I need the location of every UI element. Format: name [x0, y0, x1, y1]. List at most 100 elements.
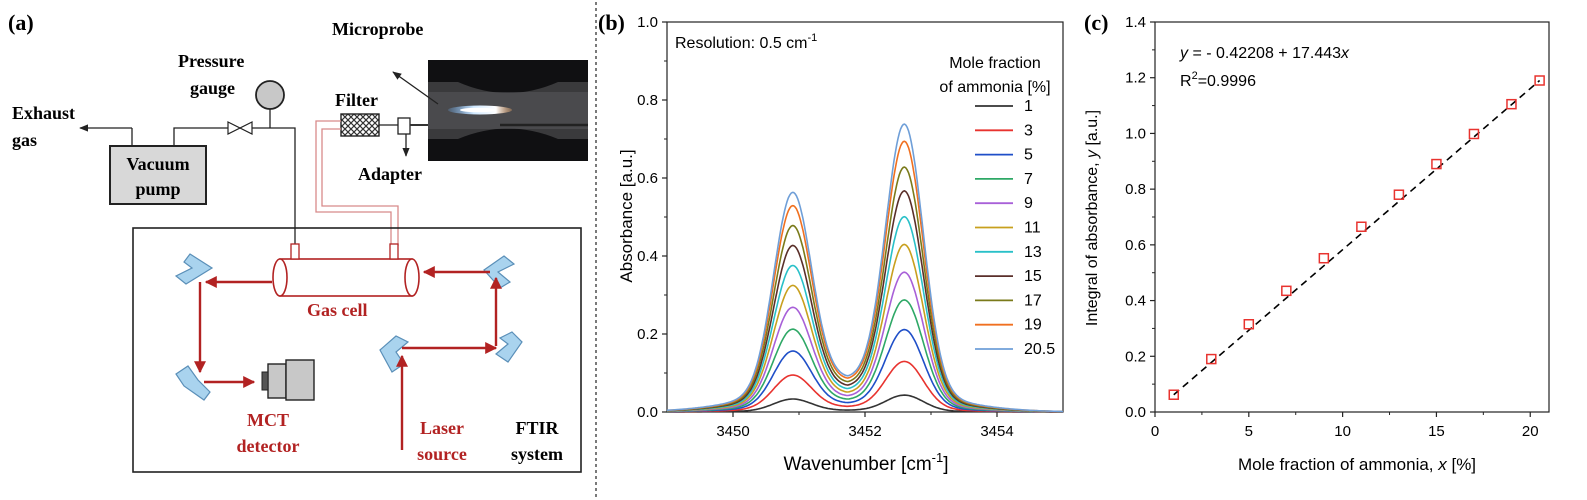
- panel-a-label: (a): [8, 10, 34, 35]
- mct-detector-icon: [261, 359, 315, 401]
- panel-c-ytick-label: 1.2: [1125, 70, 1146, 87]
- microprobe-label: Microprobe: [332, 19, 423, 39]
- legend-title-line1: Mole fraction: [949, 55, 1041, 72]
- data-point: [1506, 98, 1517, 110]
- data-point: [1468, 128, 1480, 140]
- panel-b-ytick-label: 0.8: [637, 92, 658, 109]
- filter-icon: [340, 113, 380, 137]
- legend-title-line2: of ammonia [%]: [939, 79, 1050, 96]
- panel-c-plot: [1168, 75, 1545, 400]
- legend-label-5: 5: [1024, 147, 1033, 164]
- tube-line-inner: [321, 128, 399, 246]
- mirror-top-right: [483, 255, 516, 289]
- legend-label-7: 7: [1024, 171, 1033, 188]
- panel-b-ytick-label: 0.6: [637, 170, 658, 187]
- panel-b-curves: [666, 123, 1064, 413]
- spectrum-line-20-5: [666, 123, 1064, 413]
- panel-b-ytick-label: 0.0: [637, 404, 658, 421]
- fit-line: [1173, 79, 1541, 396]
- exhaust-label-line2: gas: [12, 130, 37, 150]
- vacuum-pump-label-line1: Vacuum: [126, 154, 189, 174]
- panel-c-xlabel: Mole fraction of ammonia, x [%]: [1238, 455, 1476, 474]
- panel-c-ytick-label: 1.0: [1125, 125, 1146, 142]
- legend-label-15: 15: [1024, 268, 1042, 285]
- panel-c: (c) 0.0 0.2 0.4 0.6 0.8 1.0 1.2 1.4 0 5 10 15 20 y =…: [1084, 10, 1550, 474]
- legend-label-19: 19: [1024, 317, 1042, 334]
- panel-c-ytick-label: 0.4: [1125, 293, 1146, 310]
- panel-c-label: (c): [1084, 10, 1108, 35]
- panel-b-ytick-label: 0.2: [637, 326, 658, 343]
- legend-label-20-5: 20.5: [1024, 341, 1055, 358]
- laser-label-line1: Laser: [420, 418, 464, 438]
- beam-path: [194, 266, 502, 450]
- panel-c-xtick-label: 15: [1428, 423, 1445, 440]
- pump-pipe: [173, 127, 228, 146]
- panel-c-ylabel: Integral of absorbance, y [a.u.]: [1084, 110, 1101, 326]
- legend-label-9: 9: [1024, 195, 1033, 212]
- legend-label-17: 17: [1024, 292, 1042, 309]
- tube-line-outer: [315, 120, 392, 246]
- panel-c-ytick-label: 0.8: [1125, 181, 1146, 198]
- filter-label: Filter: [335, 90, 378, 110]
- data-point: [1431, 158, 1442, 170]
- panel-c-ytick-label: 0.6: [1125, 237, 1146, 254]
- panel-c-ytick-label: 1.4: [1125, 14, 1146, 31]
- panel-b-xtick-label: 3450: [716, 423, 749, 440]
- panel-c-ytick-label: 0.0: [1125, 404, 1146, 421]
- panel-c-xtick-label: 5: [1245, 423, 1253, 440]
- data-point: [1318, 252, 1330, 264]
- cell-pipe: [252, 127, 296, 244]
- mirror-mid-right: [494, 331, 523, 363]
- panel-b-axes: 0.0 0.2 0.4 0.6 0.8 1.0 3450 3452 3454: [637, 14, 1064, 440]
- panel-b-ytick-label: 1.0: [637, 14, 658, 31]
- panel-b-xlabel: Wavenumber [cm-1]: [783, 450, 948, 475]
- spectrum-line-13: [667, 215, 1064, 413]
- adapter-label: Adapter: [358, 164, 422, 184]
- panel-b-ylabel: Absorbance [a.u.]: [617, 149, 636, 282]
- pressure-gauge-label-line2: gauge: [190, 78, 235, 98]
- pressure-gauge-icon: [255, 80, 285, 110]
- data-point: [1356, 221, 1367, 232]
- data-point: [1534, 75, 1545, 86]
- ftir-label-line2: system: [511, 444, 563, 464]
- laser-label-line2: source: [417, 444, 467, 464]
- panel-c-ytick-label: 0.2: [1125, 348, 1146, 365]
- fit-r2: R2=0.9996: [1180, 70, 1256, 90]
- mct-label-line2: detector: [237, 436, 300, 456]
- microprobe-arrow: [392, 71, 439, 105]
- ftir-label-line1: FTIR: [515, 418, 559, 438]
- panel-c-xtick-label: 0: [1151, 423, 1159, 440]
- panel-c-xtick-label: 20: [1522, 423, 1539, 440]
- panel-b-label: (b): [598, 10, 625, 35]
- exhaust-label-line1: Exhaust: [12, 103, 75, 123]
- ftir-enclosure: [132, 227, 582, 473]
- gas-cell-icon: [272, 243, 420, 297]
- data-point: [1281, 285, 1292, 297]
- panel-a: (a) Exhaust gas Vacuum pump Pressure gau…: [8, 10, 588, 473]
- valve-icon: [227, 121, 253, 135]
- microprobe-photo: [428, 60, 588, 161]
- mirror-mid-left: [379, 335, 410, 373]
- gas-cell-label: Gas cell: [307, 300, 368, 320]
- data-point: [1243, 319, 1255, 330]
- mct-label-line1: MCT: [247, 410, 289, 430]
- resolution-label: Resolution: 0.5 cm-1: [675, 32, 817, 52]
- spectrum-line-11: [666, 243, 1063, 413]
- panel-c-axes: 0.0 0.2 0.4 0.6 0.8 1.0 1.2 1.4 0 5 10 15 20: [1125, 14, 1550, 440]
- fit-equation: y = - 0.42208 + 17.443x: [1179, 45, 1350, 62]
- vacuum-pump-box: [109, 145, 207, 205]
- legend-label-11: 11: [1024, 220, 1041, 237]
- data-point: [1168, 389, 1180, 400]
- mirror-top-left: [174, 253, 214, 285]
- adapter-icon: [397, 117, 411, 135]
- legend-label-13: 13: [1024, 244, 1042, 261]
- pressure-gauge-label-line1: Pressure: [178, 51, 244, 71]
- panel-b-ytick-label: 0.4: [637, 248, 658, 265]
- data-point: [1206, 353, 1217, 365]
- legend-label-3: 3: [1024, 122, 1033, 139]
- mirror-bottom-left: [175, 365, 211, 401]
- panel-b-xtick-label: 3454: [980, 423, 1013, 440]
